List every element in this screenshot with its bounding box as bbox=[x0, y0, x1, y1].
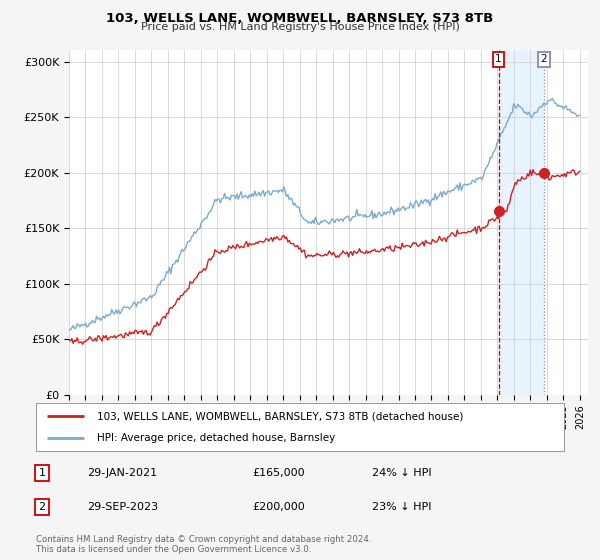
Text: 24% ↓ HPI: 24% ↓ HPI bbox=[372, 468, 431, 478]
Text: Price paid vs. HM Land Registry's House Price Index (HPI): Price paid vs. HM Land Registry's House … bbox=[140, 22, 460, 32]
Text: 2: 2 bbox=[38, 502, 46, 512]
Text: 29-JAN-2021: 29-JAN-2021 bbox=[87, 468, 157, 478]
Text: £165,000: £165,000 bbox=[252, 468, 305, 478]
Text: 1: 1 bbox=[495, 54, 502, 64]
Text: 103, WELLS LANE, WOMBWELL, BARNSLEY, S73 8TB: 103, WELLS LANE, WOMBWELL, BARNSLEY, S73… bbox=[106, 12, 494, 25]
Text: £200,000: £200,000 bbox=[252, 502, 305, 512]
Text: 103, WELLS LANE, WOMBWELL, BARNSLEY, S73 8TB (detached house): 103, WELLS LANE, WOMBWELL, BARNSLEY, S73… bbox=[97, 411, 463, 421]
Text: Contains HM Land Registry data © Crown copyright and database right 2024.
This d: Contains HM Land Registry data © Crown c… bbox=[36, 535, 371, 554]
Text: 1: 1 bbox=[38, 468, 46, 478]
Text: 2: 2 bbox=[541, 54, 547, 64]
Text: 23% ↓ HPI: 23% ↓ HPI bbox=[372, 502, 431, 512]
Text: HPI: Average price, detached house, Barnsley: HPI: Average price, detached house, Barn… bbox=[97, 433, 335, 443]
Bar bbox=[499, 50, 544, 395]
Text: 29-SEP-2023: 29-SEP-2023 bbox=[87, 502, 158, 512]
